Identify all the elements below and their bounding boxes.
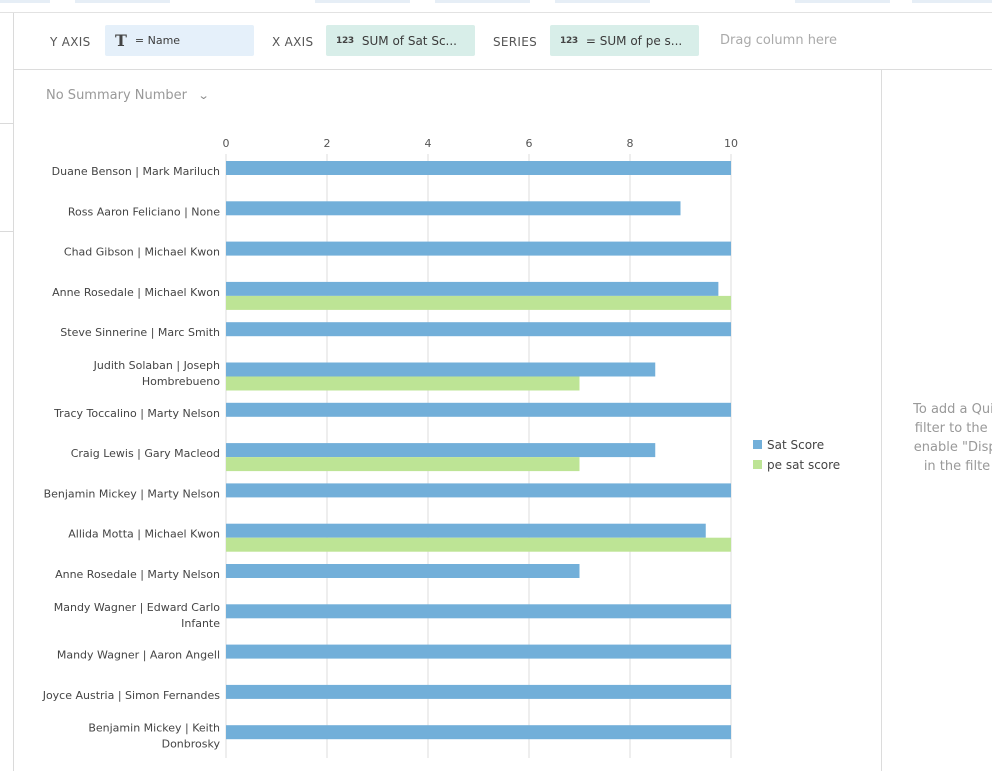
category-label-line: Steve Sinnerine | Marc Smith — [60, 326, 220, 339]
category-label-line: Anne Rosedale | Marty Nelson — [55, 568, 220, 581]
category-label-line: Craig Lewis | Gary Macleod — [71, 447, 220, 460]
category-label-line: Allida Motta | Michael Kwon — [68, 528, 220, 541]
chart-config-toolbar: Y AXIS T = Name X AXIS 123 SUM of Sat Sc… — [14, 13, 992, 70]
bar-pe-sat-score — [226, 376, 580, 391]
bar-pe-sat-score — [226, 537, 731, 552]
category-label-line: Tracy Toccalino | Marty Nelson — [53, 407, 220, 420]
category-label: Steve Sinnerine | Marc Smith — [60, 326, 220, 339]
series-field-pill[interactable]: 123 = SUM of pe s... — [550, 25, 699, 56]
left-rail — [0, 13, 14, 771]
bar-sat-score — [226, 281, 719, 296]
numeric-type-icon: 123 — [560, 35, 578, 46]
category-label-line: Benjamin Mickey | Keith — [88, 722, 220, 735]
quick-filter-hint-line: filter to the F — [914, 421, 992, 436]
top-tab[interactable] — [315, 0, 410, 3]
category-label: Anne Rosedale | Michael Kwon — [52, 286, 220, 299]
top-tab[interactable] — [555, 0, 650, 3]
category-label-line: Anne Rosedale | Michael Kwon — [52, 286, 220, 299]
category-label: Craig Lewis | Gary Macleod — [71, 447, 220, 460]
quick-filter-hint-line: in the filte — [923, 459, 991, 474]
category-label: Ross Aaron Feliciano | None — [68, 205, 220, 218]
series-label: SERIES — [493, 35, 538, 49]
bar-sat-score — [226, 201, 681, 216]
category-label-line: Chad Gibson | Michael Kwon — [64, 246, 220, 259]
y-axis-label: Y AXIS — [50, 35, 91, 49]
chevron-down-icon: ⌄ — [197, 89, 210, 102]
bar-sat-score — [226, 684, 731, 699]
x-tick-label: 0 — [223, 137, 230, 150]
category-label-line: Hombrebueno — [142, 375, 220, 388]
legend-label: Sat Score — [767, 438, 824, 452]
category-label: Anne Rosedale | Marty Nelson — [55, 568, 220, 581]
numeric-type-icon: 123 — [336, 35, 354, 46]
bar-sat-score — [226, 644, 731, 659]
legend-swatch — [753, 440, 762, 449]
x-tick-label: 6 — [526, 137, 533, 150]
series-field-name: = SUM of pe s... — [585, 33, 683, 48]
category-label: Tracy Toccalino | Marty Nelson — [53, 407, 220, 420]
y-axis-field-pill[interactable]: T = Name — [105, 25, 254, 56]
summary-number-dropdown[interactable]: No Summary Number ⌄ — [46, 88, 210, 103]
category-label: Duane Benson | Mark Mariluch — [52, 165, 220, 178]
bar-chart: 0 2 4 6 8 10 Duane Benson | Mark Mariluch Ross… — [42, 137, 840, 758]
text-type-icon: T — [115, 31, 127, 50]
legend-label: pe sat score — [767, 458, 840, 472]
x-tick-label: 2 — [324, 137, 331, 150]
top-tab[interactable] — [75, 0, 170, 3]
category-label: Mandy Wagner | Edward Carlo Infante — [54, 601, 221, 630]
top-tab[interactable] — [0, 0, 50, 3]
x-tick-label: 8 — [627, 137, 634, 150]
top-tab[interactable] — [912, 0, 992, 3]
category-label-line: Donbrosky — [162, 738, 221, 751]
category-label-line: Infante — [181, 617, 220, 630]
quick-filter-panel: To add a Quic filter to the F enable "Di… — [881, 70, 992, 771]
chart-area: No Summary Number ⌄ 0 2 4 6 8 10 Duane Benson… — [14, 70, 881, 771]
x-tick-label: 4 — [425, 137, 432, 150]
category-label-line: Mandy Wagner | Aaron Angell — [57, 649, 220, 662]
x-axis-label: X AXIS — [272, 35, 314, 49]
bar-sat-score — [226, 725, 731, 740]
quick-filter-hint-line: enable "Displ — [913, 440, 992, 455]
bar-sat-score — [226, 564, 580, 578]
top-tab[interactable] — [795, 0, 890, 3]
category-label-line: Judith Solaban | Joseph — [93, 359, 220, 372]
bar-sat-score — [226, 241, 731, 256]
category-label-line: Joyce Austria | Simon Fernandes — [42, 689, 221, 702]
quick-filter-hint: To add a Quic filter to the F enable "Di… — [882, 400, 992, 476]
bar-sat-score — [226, 443, 656, 458]
bar-sat-score — [226, 604, 731, 619]
bar-pe-sat-score — [226, 295, 731, 310]
x-axis-field-name: SUM of Sat Sc... — [361, 33, 457, 48]
rail-divider — [0, 231, 13, 232]
drag-column-drop-zone[interactable]: Drag column here — [720, 33, 837, 48]
category-label-line: Mandy Wagner | Edward Carlo — [54, 601, 221, 614]
bar-sat-score — [226, 161, 731, 175]
bar-sat-score — [226, 322, 731, 337]
quick-filter-hint-line: To add a Quic — [913, 402, 992, 417]
category-label: Benjamin Mickey | Marty Nelson — [44, 487, 220, 500]
bar-sat-score — [226, 402, 731, 417]
category-label: Judith Solaban | Joseph Hombrebueno — [93, 359, 221, 388]
x-axis-field-pill[interactable]: 123 SUM of Sat Sc... — [326, 25, 475, 56]
bar-pe-sat-score — [226, 457, 580, 472]
category-label-line: Benjamin Mickey | Marty Nelson — [44, 487, 220, 500]
y-axis-field-name: = Name — [134, 34, 181, 47]
summary-number-label: No Summary Number — [46, 88, 187, 103]
category-label: Mandy Wagner | Aaron Angell — [57, 649, 220, 662]
bar-sat-score — [226, 483, 731, 498]
top-tab[interactable] — [435, 0, 530, 3]
category-label: Joyce Austria | Simon Fernandes — [42, 689, 221, 702]
top-tab-strip — [0, 0, 992, 13]
category-label: Allida Motta | Michael Kwon — [68, 528, 220, 541]
category-label: Chad Gibson | Michael Kwon — [64, 246, 220, 259]
legend-swatch — [753, 460, 762, 469]
category-label-line: Ross Aaron Feliciano | None — [68, 205, 220, 218]
bar-sat-score — [226, 523, 706, 538]
x-tick-label: 10 — [724, 137, 738, 150]
category-label-line: Duane Benson | Mark Mariluch — [52, 165, 220, 178]
bar-sat-score — [226, 362, 656, 377]
rail-divider — [0, 123, 13, 124]
category-label: Benjamin Mickey | Keith Donbrosky — [88, 722, 220, 751]
